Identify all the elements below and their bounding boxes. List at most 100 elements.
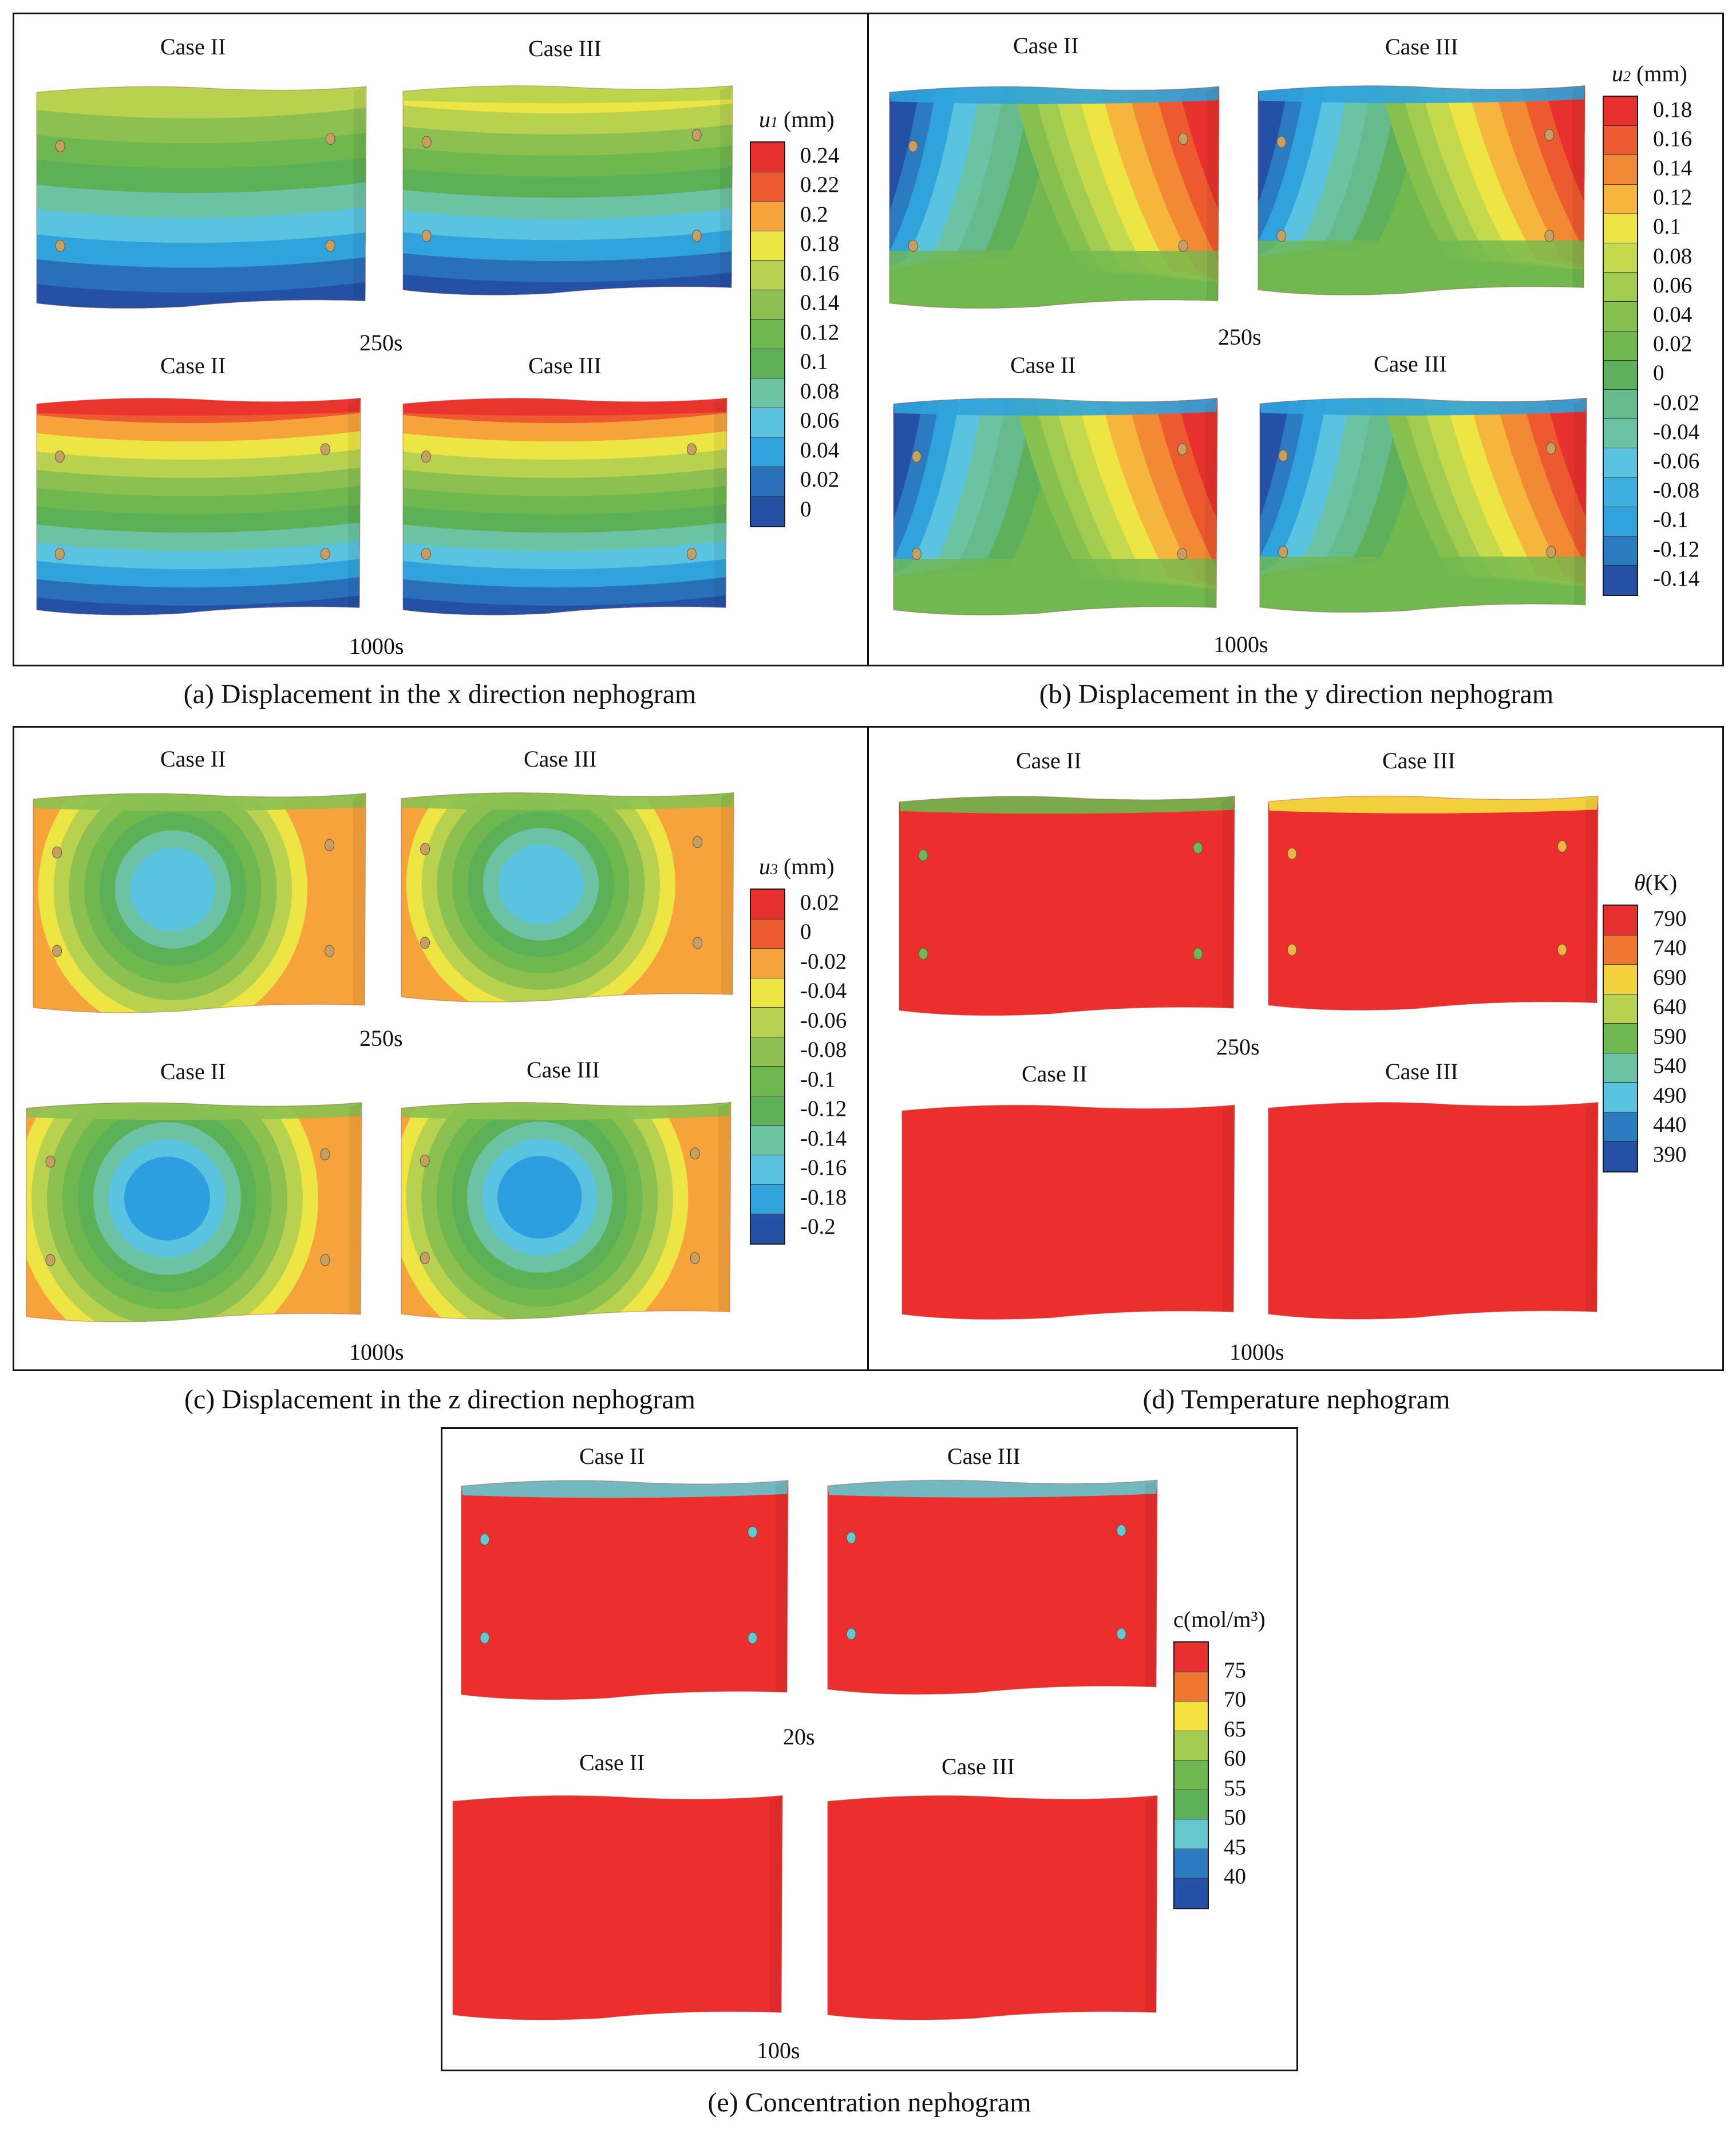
- blade-nephogram: [461, 1479, 789, 1700]
- legend-tick-label: 0.06: [1653, 273, 1692, 298]
- legend-swatch: [751, 949, 784, 978]
- legend-tick-label: 590: [1653, 1024, 1687, 1049]
- legend-swatch: [1604, 184, 1637, 214]
- case-label: Case II: [160, 746, 226, 772]
- legend-swatch: [1175, 1819, 1208, 1849]
- legend-tick-label: 440: [1653, 1112, 1687, 1138]
- legend-swatch: [751, 437, 784, 467]
- legend-swatch: [1604, 214, 1637, 243]
- blade-nephogram: [827, 1479, 1158, 1695]
- blade-nephogram: [1268, 795, 1599, 1011]
- legend-tick-label: 0.14: [800, 290, 840, 315]
- legend-tick-label: 0.02: [800, 467, 840, 492]
- case-label: Case III: [528, 353, 602, 378]
- legend-swatch: [751, 1096, 784, 1126]
- case-label: Case III: [528, 35, 602, 61]
- legend-title: u3 (mm): [759, 854, 835, 879]
- case-label: Case II: [1013, 33, 1079, 58]
- caption-panel-d: (d) Temperature nephogram: [1142, 1384, 1450, 1415]
- legend-swatch: [1604, 273, 1637, 302]
- legend-swatch: [751, 378, 784, 408]
- legend-tick-label: -0.02: [1653, 390, 1700, 415]
- case-label: Case III: [527, 1057, 600, 1083]
- legend-swatch: [1604, 965, 1637, 994]
- legend-tick-label: 0.16: [1653, 126, 1692, 151]
- legend-swatch: [751, 1126, 784, 1155]
- legend-tick-label: 0.24: [800, 143, 840, 168]
- time-label: 1000s: [1213, 631, 1268, 657]
- legend-tick-label: -0.1: [1653, 507, 1688, 532]
- legend-swatch: [1175, 1849, 1208, 1878]
- legend-swatch: [1604, 1053, 1637, 1083]
- case-label: Case II: [160, 34, 226, 60]
- legend-colorbar: [1173, 1641, 1209, 1909]
- legend-tick-label: 45: [1224, 1834, 1246, 1859]
- blade-nephogram: [36, 86, 367, 309]
- case-label: Case III: [1385, 34, 1458, 60]
- legend-colorbar: [750, 141, 785, 527]
- time-label: 20s: [783, 1724, 815, 1750]
- legend-swatch: [751, 1155, 784, 1185]
- legend-swatch: [1604, 360, 1637, 390]
- blade-nephogram: [1257, 85, 1585, 295]
- legend-swatch: [1175, 1760, 1208, 1790]
- legend-tick-label: -0.06: [800, 1008, 847, 1033]
- legend-tick-label: 60: [1224, 1746, 1246, 1771]
- blade-nephogram: [452, 1795, 783, 2020]
- legend-tick-label: 0.1: [800, 349, 828, 374]
- legend-swatch: [1604, 906, 1637, 935]
- legend-tick-label: 0.04: [800, 437, 840, 463]
- legend-tick-label: -0.02: [800, 949, 847, 974]
- legend-tick-label: 0.18: [1653, 97, 1692, 122]
- legend-tick-label: -0.08: [1653, 478, 1700, 503]
- legend-tick-label: -0.18: [800, 1185, 847, 1210]
- legend-tick-label: -0.06: [1653, 449, 1700, 473]
- legend-swatch: [1604, 507, 1637, 536]
- legend-swatch: [1604, 126, 1637, 156]
- case-label: Case II: [579, 1443, 645, 1469]
- legend-swatch: [751, 260, 784, 290]
- legend-swatch: [1175, 1790, 1208, 1819]
- legend-tick-label: 0.2: [800, 202, 828, 227]
- legend-swatch: [751, 408, 784, 437]
- legend-swatch: [1604, 1112, 1637, 1142]
- legend-tick-label: 0.08: [800, 378, 840, 404]
- caption-panel-b: (b) Displacement in the y direction neph…: [1039, 679, 1554, 709]
- legend-swatch: [1604, 331, 1637, 361]
- legend-tick-label: 690: [1653, 965, 1687, 990]
- legend-swatch: [1604, 1024, 1637, 1053]
- blade-nephogram: [401, 792, 734, 1002]
- legend-swatch: [751, 919, 784, 949]
- legend-swatch: [1604, 477, 1637, 507]
- blade-nephogram: [899, 795, 1235, 1016]
- legend-tick-label: -0.2: [800, 1214, 836, 1239]
- legend-tick-label: -0.12: [1653, 536, 1700, 562]
- blade-nephogram: [26, 1101, 362, 1322]
- blade-nephogram: [893, 397, 1218, 615]
- legend-swatch: [751, 349, 784, 378]
- legend-swatch: [1604, 1142, 1637, 1171]
- legend-swatch: [751, 172, 784, 202]
- legend-swatch: [1604, 389, 1637, 420]
- blade-nephogram: [402, 85, 733, 295]
- caption-panel-a: (a) Displacement in the x direction neph…: [183, 679, 697, 709]
- legend-tick-label: 50: [1224, 1805, 1246, 1830]
- legend-tick-label: -0.1: [800, 1067, 836, 1092]
- legend-tick-label: 0.12: [1653, 185, 1692, 210]
- blade-nephogram: [33, 792, 366, 1013]
- legend-tick-label: -0.14: [1653, 566, 1700, 591]
- case-label: Case III: [1382, 748, 1456, 773]
- legend-swatch: [1604, 994, 1637, 1024]
- legend-swatch: [1175, 1878, 1208, 1908]
- legend-tick-label: 0.12: [800, 319, 840, 345]
- legend-swatch: [1604, 566, 1637, 595]
- legend-tick-label: 390: [1653, 1142, 1687, 1167]
- legend-swatch: [1604, 448, 1637, 478]
- legend-swatch: [1604, 97, 1637, 127]
- legend-title: u1 (mm): [759, 106, 835, 132]
- legend-colorbar: [1603, 96, 1638, 597]
- legend-swatch: [751, 231, 784, 260]
- case-label: Case II: [1022, 1061, 1088, 1087]
- legend-swatch: [1604, 155, 1637, 185]
- legend-tick-label: 0.16: [800, 260, 840, 286]
